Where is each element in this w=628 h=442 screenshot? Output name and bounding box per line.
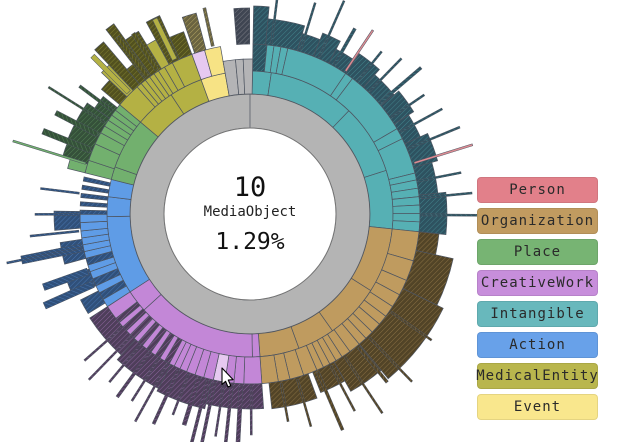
center-labels: 10 MediaObject 1.29% <box>204 172 297 255</box>
segment-action[interactable] <box>80 290 106 315</box>
segment-place-spike[interactable] <box>41 128 92 154</box>
segment-organization[interactable] <box>268 373 318 410</box>
segment-action-spike[interactable] <box>6 246 82 265</box>
mouse-cursor-icon <box>221 367 234 388</box>
segment-intangible-spike[interactable] <box>400 107 443 133</box>
segment-organization-spike[interactable] <box>329 365 356 412</box>
segment-creativework-spike[interactable] <box>130 358 160 402</box>
segment-organization[interactable] <box>312 361 346 393</box>
segment-intangible-spike[interactable] <box>420 191 473 200</box>
segment-intangible-spike[interactable] <box>333 27 357 66</box>
segment-action-spike[interactable] <box>40 187 80 195</box>
segment-creativework-spike[interactable] <box>151 369 180 425</box>
segment-medicalentity-spike[interactable] <box>115 35 149 78</box>
segment-creativework-spike[interactable] <box>171 373 190 416</box>
segment-organization-spike[interactable] <box>296 378 313 428</box>
segment-event[interactable] <box>181 12 207 54</box>
segment-intangible-spike[interactable] <box>299 2 317 51</box>
segment-creativework-spike[interactable] <box>87 336 132 381</box>
segment-creativework-spike[interactable] <box>83 326 123 362</box>
center-hole <box>163 127 337 301</box>
segment-creativework-spike[interactable] <box>186 379 210 442</box>
segment-action[interactable] <box>79 209 108 215</box>
segment-creativework-spike[interactable] <box>249 385 253 436</box>
segment-organization-spike[interactable] <box>344 356 384 414</box>
segment-place-spike[interactable] <box>12 139 87 165</box>
legend-item-organization[interactable]: Organization <box>477 208 598 234</box>
segment-intangible-spike[interactable] <box>357 50 383 82</box>
segment-place-spike[interactable] <box>54 110 99 138</box>
segment-organization-spike[interactable] <box>390 310 433 342</box>
segment-creativework-spike[interactable] <box>214 383 225 437</box>
segment-action[interactable] <box>106 196 132 217</box>
segment-place-spike[interactable] <box>78 84 114 113</box>
legend-item-creativework[interactable]: CreativeWork <box>477 270 598 296</box>
segment-creativework-spike[interactable] <box>115 352 151 399</box>
segment-intangible[interactable] <box>392 204 421 214</box>
legend-item-medicalentity[interactable]: MedicalEntity <box>476 363 598 389</box>
segment-organization-spike[interactable] <box>279 382 290 423</box>
segment-action-spike[interactable] <box>42 280 95 310</box>
segment-intangible-spike[interactable] <box>408 125 461 150</box>
segment-intangible-spike[interactable] <box>344 29 375 72</box>
segment-creativework-spike[interactable] <box>108 344 141 383</box>
segment-unlabeled[interactable] <box>233 7 251 45</box>
segment-action[interactable] <box>82 176 111 187</box>
center-class-name: MediaObject <box>204 204 297 220</box>
segment-place-spike[interactable] <box>47 85 106 124</box>
segment-creativework-spike[interactable] <box>181 377 201 426</box>
segment-action-spike[interactable] <box>42 267 90 291</box>
segment-action[interactable] <box>79 201 108 208</box>
segment-intangible-spike[interactable] <box>413 143 474 165</box>
segment-organization-spike[interactable] <box>368 336 413 383</box>
center-percent: 1.29% <box>215 229 284 255</box>
segment-intangible-spike[interactable] <box>391 93 426 119</box>
segment-intangible-spike[interactable] <box>418 171 462 183</box>
center-value: 10 <box>234 172 267 203</box>
segment-action[interactable] <box>81 184 110 194</box>
segment-action[interactable] <box>79 213 108 224</box>
segment-medicalentity-spike[interactable] <box>131 32 159 72</box>
segment-creativework[interactable] <box>251 333 261 358</box>
segment-action[interactable] <box>80 193 109 201</box>
segment-medicalentity-spike[interactable] <box>152 17 178 61</box>
legend-item-person[interactable]: Person <box>477 177 598 203</box>
segment-creativework-spike[interactable] <box>134 363 168 423</box>
segment-event-spike[interactable] <box>202 7 215 47</box>
segment-intangible-spike[interactable] <box>379 66 423 104</box>
segment-action-spike[interactable] <box>29 229 80 238</box>
segment-action-spike[interactable] <box>34 213 79 216</box>
segment-intangible-spike[interactable] <box>318 0 346 58</box>
legend-item-event[interactable]: Event <box>477 394 598 420</box>
segment-organization-spike[interactable] <box>316 371 345 431</box>
legend-item-place[interactable]: Place <box>477 239 598 265</box>
segment-intangible-spike[interactable] <box>421 213 480 217</box>
legend-item-intangible[interactable]: Intangible <box>477 301 598 327</box>
segment-creativework[interactable] <box>243 356 263 385</box>
legend: Person Organization Place CreativeWork Intan… <box>476 177 598 425</box>
legend-item-action[interactable]: Action <box>477 332 598 358</box>
segment-intangible-spike[interactable] <box>368 57 403 92</box>
segment-action[interactable] <box>53 210 81 231</box>
segment-intangible-spike[interactable] <box>270 0 281 44</box>
segment-creativework-spike[interactable] <box>235 385 244 442</box>
segment-organization-spike[interactable] <box>357 345 389 384</box>
segment-unlabeled[interactable] <box>242 58 254 95</box>
segment-medicalentity-spike[interactable] <box>90 53 131 95</box>
